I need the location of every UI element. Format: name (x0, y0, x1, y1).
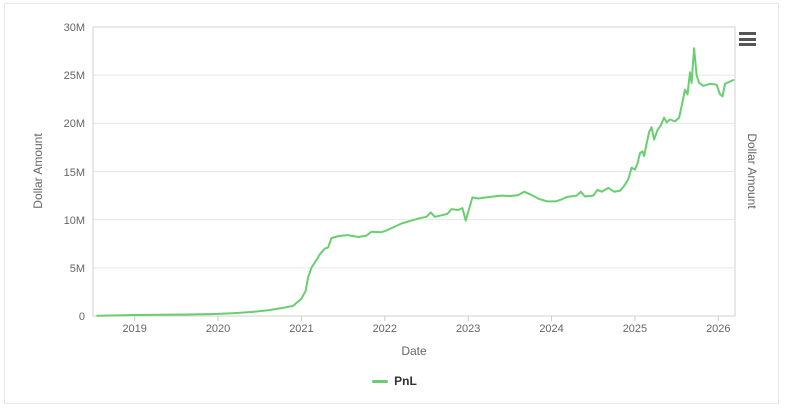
x-tick-label: 2021 (289, 323, 314, 335)
chart-panel: 0 5M 10M 15M 20M 25M 30M 2019 2020 2021 2022 2023 2… (4, 3, 779, 404)
plot-border (92, 26, 736, 317)
y-axis-title-left: Dollar Amount (31, 132, 45, 209)
y-tick-label: 20M (63, 118, 85, 131)
series-line-pnl[interactable] (96, 47, 735, 317)
x-tick-label: 2024 (539, 323, 564, 335)
hamburger-menu-icon (739, 32, 756, 35)
y-tick-label: 30M (63, 22, 85, 34)
y-tick-label: 10M (63, 214, 85, 227)
y-tick-label: 0 (78, 311, 85, 323)
x-tick-label: 2025 (622, 323, 648, 335)
x-tick-label: 2022 (372, 323, 398, 335)
y-tick-label: 15M (63, 166, 85, 179)
legend-line-icon (372, 379, 389, 383)
chart-context-menu-button[interactable] (739, 31, 759, 47)
y-tick-label: 5M (69, 262, 85, 275)
x-tick-label: 2023 (455, 323, 481, 335)
y-axis-title-right: Dollar Amount (745, 132, 759, 209)
x-tick-label: 2020 (205, 323, 231, 335)
x-axis-title: Date (401, 344, 427, 358)
x-tick-label: 2019 (122, 323, 147, 335)
x-tick-label: 2026 (706, 323, 731, 335)
legend: PnL (0, 374, 789, 388)
legend-label-pnl[interactable]: PnL (394, 374, 417, 388)
y-tick-label: 25M (63, 70, 85, 83)
